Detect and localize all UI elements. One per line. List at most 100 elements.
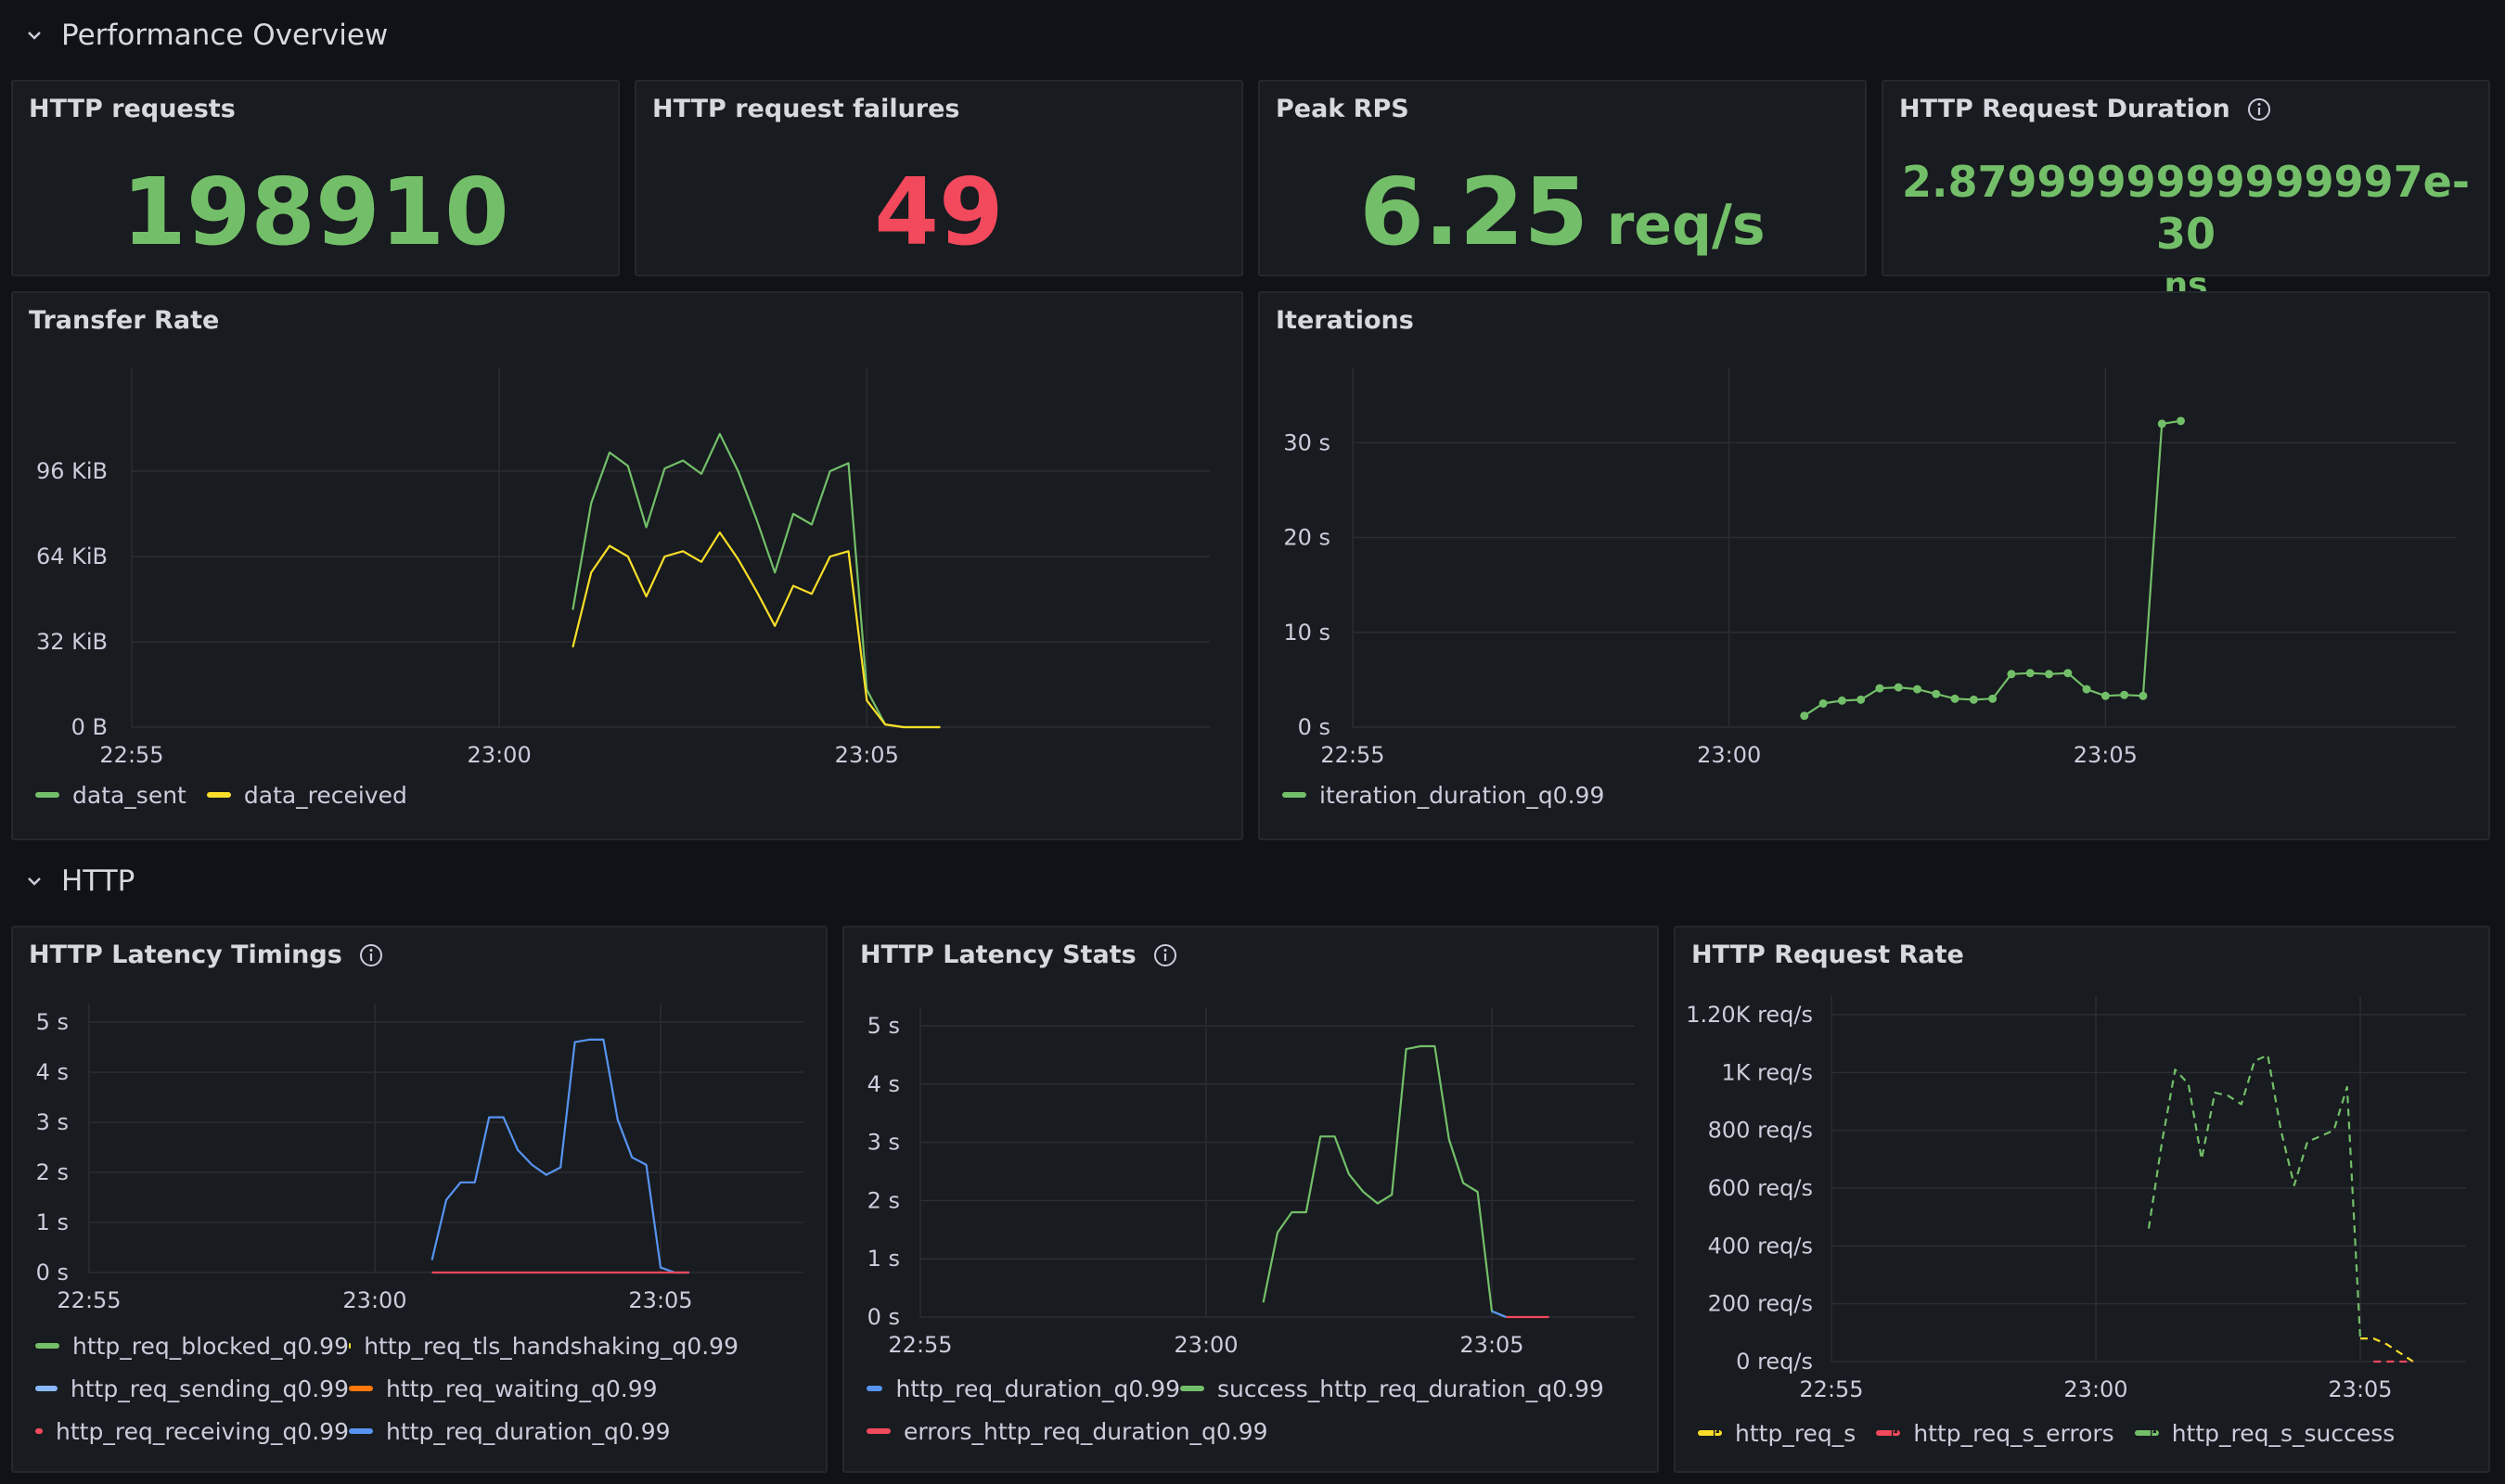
legend-item-http-req-receiving-q0-99[interactable]: http_req_receiving_q0.99 (35, 1410, 349, 1452)
y-tick-label: 0 req/s (1736, 1349, 1813, 1375)
info-icon[interactable] (359, 943, 383, 967)
legend-item-iteration-duration-q0-99[interactable]: iteration_duration_q0.99 (1282, 774, 1604, 816)
panel-iterations[interactable]: Iterations 0 s 10 s 20 s 30 s 22:55 23:00 23:0… (1258, 291, 2490, 840)
row-header-performance[interactable]: Performance Overview (24, 13, 388, 58)
stat-number: 6.25 (1359, 158, 1589, 266)
chevron-down-icon[interactable] (24, 25, 45, 45)
legend-label: http_req_blocked_q0.99 (71, 1332, 349, 1360)
legend-item-success-http-req-duration-q0-99[interactable]: success_http_req_duration_q0.99 (1180, 1367, 1604, 1410)
panel-http-latency-stats[interactable]: HTTP Latency Stats 0 s 1 s 2 s 3 s 4 s 5 s 22:… (842, 926, 1659, 1473)
chevron-down-icon[interactable] (24, 871, 45, 891)
data-point[interactable] (1837, 696, 1846, 705)
data-point[interactable] (1800, 711, 1809, 721)
legend-item-errors-http-req-duration-q0-99[interactable]: errors_http_req_duration_q0.99 (867, 1410, 1268, 1452)
legend-item-http-req-s-errors[interactable]: http_req_s_errors (1876, 1412, 2114, 1454)
panel-title: HTTP Request Duration (1899, 95, 2230, 123)
data-point[interactable] (2139, 691, 2148, 700)
stat-value: 49 (874, 158, 1004, 266)
legend-label: http_req_tls_handshaking_q0.99 (364, 1332, 739, 1360)
stat-panel-http-requests[interactable]: HTTP requests 198910 (11, 80, 620, 276)
x-tick-label: 23:05 (835, 742, 899, 768)
series-line-http-req-s-success[interactable] (2147, 1054, 2362, 1339)
legend-item-http-req-duration-q0-99[interactable]: http_req_duration_q0.99 (349, 1410, 739, 1452)
panel-title: HTTP Latency Timings (29, 940, 342, 969)
data-point[interactable] (1894, 683, 1903, 692)
y-tick-label: 2 s (36, 1159, 69, 1185)
y-tick-label: 0 B (71, 714, 108, 740)
data-point[interactable] (2025, 669, 2035, 678)
series-line-success-http-req-duration-q0-99[interactable] (1262, 1044, 1507, 1319)
info-icon[interactable] (1153, 943, 1177, 967)
legend-item-http-req-tls-handshaking-q0-99[interactable]: http_req_tls_handshaking_q0.99 (349, 1324, 739, 1367)
data-point[interactable] (2120, 690, 2129, 699)
legend-label: http_req_sending_q0.99 (70, 1375, 349, 1402)
y-tick-label: 5 s (36, 1009, 69, 1035)
data-point[interactable] (1875, 684, 1884, 693)
series-line-http-req-s[interactable] (2360, 1337, 2414, 1362)
latency-timings-chart[interactable]: 0 s 1 s 2 s 3 s 4 s 5 s 22:55 23:00 23:05 (13, 928, 829, 1326)
panel-http-request-rate[interactable]: HTTP Request Rate 0 req/s 200 req/s 400 re… (1674, 926, 2490, 1473)
data-point[interactable] (1932, 689, 1941, 698)
y-tick-label: 10 s (1283, 620, 1330, 646)
legend-item-http-req-sending-q0-99[interactable]: http_req_sending_q0.99 (35, 1367, 349, 1410)
data-point[interactable] (1969, 695, 1978, 704)
x-tick-label: 22:55 (1799, 1376, 1863, 1402)
chart-legend: data_sent data_received (35, 774, 1223, 816)
series-line-data-sent[interactable] (572, 432, 941, 729)
legend-item-http-req-waiting-q0-99[interactable]: http_req_waiting_q0.99 (349, 1367, 739, 1410)
stat-panel-peak-rps[interactable]: Peak RPS 6.25 req/s (1258, 80, 1867, 276)
info-icon[interactable] (2247, 97, 2271, 122)
legend-label: http_req_duration_q0.99 (895, 1375, 1180, 1402)
series-line-iteration-duration-q0-99[interactable] (1804, 419, 2181, 717)
legend-label: http_req_s (1735, 1419, 1856, 1447)
legend-item-http-req-duration-q0-99[interactable]: http_req_duration_q0.99 (867, 1367, 1180, 1410)
y-tick-label: 0 s (1298, 714, 1330, 740)
row-header-http[interactable]: HTTP (24, 859, 135, 903)
legend-swatch (35, 1386, 58, 1391)
data-point[interactable] (1913, 684, 1922, 694)
legend-item-http-req-s-success[interactable]: http_req_s_success (2134, 1412, 2395, 1454)
row-title: HTTP (61, 864, 135, 898)
stat-panel-http-failures[interactable]: HTTP request failures 49 (635, 80, 1243, 276)
legend-label: http_req_waiting_q0.99 (386, 1375, 658, 1402)
legend-item-http-req-s[interactable]: http_req_s (1698, 1412, 1856, 1454)
data-point[interactable] (1950, 694, 1959, 703)
latency-stats-chart[interactable]: 0 s 1 s 2 s 3 s 4 s 5 s 22:55 23:00 23:05 (844, 928, 1661, 1369)
legend-item-http-req-blocked-q0-99[interactable]: http_req_blocked_q0.99 (35, 1324, 349, 1367)
panel-transfer-rate[interactable]: Transfer Rate 0 B 32 KiB 64 KiB 96 KiB 22:55… (11, 291, 1243, 840)
grid (131, 367, 1210, 728)
panel-title: Transfer Rate (29, 306, 220, 335)
series-line-data-received[interactable] (572, 531, 941, 729)
data-point[interactable] (2177, 416, 2185, 426)
legend-item-data-sent[interactable]: data_sent (35, 774, 186, 816)
legend-label: http_req_receiving_q0.99 (56, 1417, 349, 1445)
y-tick-label: 200 req/s (1708, 1291, 1813, 1317)
stat-panel-request-duration[interactable]: HTTP Request Duration 2.8799999999999997… (1882, 80, 2490, 304)
data-point[interactable] (2100, 691, 2110, 700)
y-tick-label: 0 s (36, 1260, 69, 1286)
stat-unit: req/s (1606, 193, 1766, 258)
data-point[interactable] (2045, 670, 2054, 679)
data-point[interactable] (2082, 684, 2091, 694)
panel-title-wrap: HTTP Request Duration (1899, 95, 2271, 123)
y-tick-label: 1K req/s (1721, 1059, 1813, 1085)
legend-item-data-received[interactable]: data_received (206, 774, 407, 816)
transfer-rate-chart[interactable]: 0 B 32 KiB 64 KiB 96 KiB 22:55 23:00 23:05 (13, 293, 1245, 775)
data-point[interactable] (2007, 670, 2016, 679)
data-point[interactable] (1988, 694, 1998, 703)
data-point[interactable] (1856, 695, 1866, 704)
legend-label: errors_http_req_duration_q0.99 (904, 1417, 1268, 1445)
data-point[interactable] (2063, 669, 2073, 678)
panel-http-latency-timings[interactable]: HTTP Latency Timings 0 s 1 s 2 s 3 s 4 s 5 s 2… (11, 926, 828, 1473)
panel-title: Iterations (1276, 306, 1414, 335)
data-point[interactable] (1818, 698, 1828, 708)
iterations-chart[interactable]: 0 s 10 s 20 s 30 s 22:55 23:00 23:05 (1260, 293, 2492, 775)
series-line-http-req-duration-q0-99[interactable] (430, 1038, 689, 1274)
data-point[interactable] (2157, 419, 2166, 429)
x-tick-label: 22:55 (888, 1332, 952, 1358)
series-line-http-req-duration-q0-99[interactable] (1491, 1310, 1507, 1319)
panel-title: HTTP requests (29, 95, 236, 123)
row-title: Performance Overview (61, 19, 389, 52)
request-rate-chart[interactable]: 0 req/s 200 req/s 400 req/s 600 req/s 800 re… (1676, 928, 2492, 1415)
y-tick-label: 96 KiB (36, 458, 108, 484)
